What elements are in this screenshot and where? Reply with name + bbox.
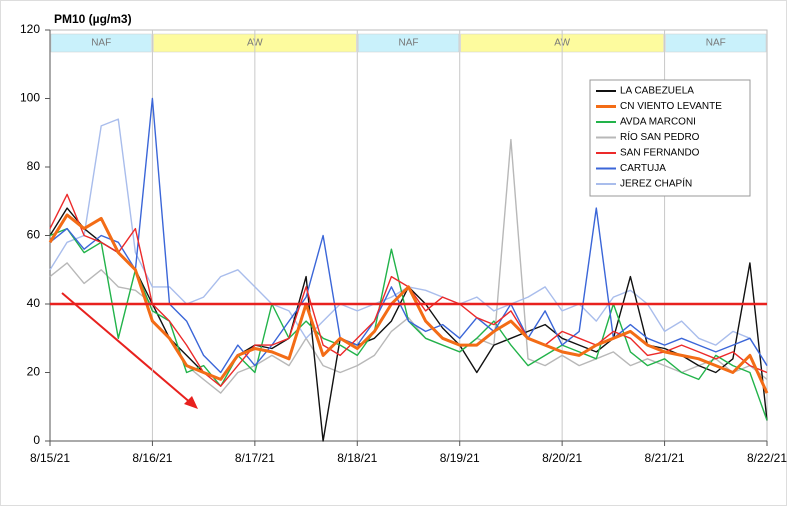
period-label: NAF xyxy=(706,38,726,49)
period-band xyxy=(665,33,767,53)
period-band xyxy=(50,33,152,53)
x-tick-label: 8/15/21 xyxy=(30,451,70,465)
legend-label: CN VIENTO LEVANTE xyxy=(620,101,722,112)
legend-label: SAN FERNANDO xyxy=(620,148,700,159)
y-tick-label: 80 xyxy=(27,159,41,173)
legend-label: CARTUJA xyxy=(620,163,666,174)
x-tick-label: 8/21/21 xyxy=(645,451,685,465)
legend-label: AVDA MARCONI xyxy=(620,117,696,128)
x-tick-label: 8/22/21 xyxy=(747,451,787,465)
x-tick-label: 8/20/21 xyxy=(542,451,582,465)
y-tick-label: 60 xyxy=(27,228,41,242)
arrow-shaft xyxy=(61,292,193,405)
x-tick-label: 8/19/21 xyxy=(440,451,480,465)
legend-label: JEREZ CHAPÍN xyxy=(620,177,692,190)
x-tick-label: 8/18/21 xyxy=(337,451,377,465)
period-label: NAF xyxy=(399,38,419,49)
trend-arrow xyxy=(61,292,198,409)
y-tick-label: 0 xyxy=(33,433,40,447)
legend-label: LA CABEZUELA xyxy=(620,86,694,97)
legend-box xyxy=(589,79,751,197)
series-line xyxy=(48,213,769,394)
arrow-head xyxy=(184,396,198,409)
legend-label: RÍO SAN PEDRO xyxy=(620,130,700,143)
y-tick-label: 120 xyxy=(20,22,40,36)
x-tick-label: 8/17/21 xyxy=(235,451,275,465)
y-tick-label: 20 xyxy=(27,365,41,379)
period-label: NAF xyxy=(91,38,111,49)
y-tick-label: 40 xyxy=(27,296,41,310)
chart-title: PM10 (µg/m3) xyxy=(54,12,132,26)
x-tick-label: 8/16/21 xyxy=(132,451,172,465)
y-tick-label: 100 xyxy=(20,91,40,105)
period-band xyxy=(358,33,459,53)
